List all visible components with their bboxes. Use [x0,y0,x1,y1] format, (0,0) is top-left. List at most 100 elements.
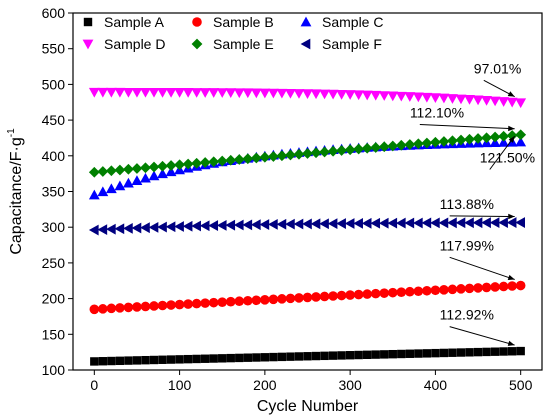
data-point [370,288,381,299]
annotation-arrowhead [507,340,515,346]
annotation-arrow-line [449,256,515,281]
annotation-arrow-line [489,135,516,170]
data-point [336,89,348,100]
annotation-arrow-line [449,215,515,218]
legend-item-sample-e: Sample E [191,36,274,52]
data-point [293,218,304,230]
data-point [140,87,151,98]
data-point [447,94,458,104]
data-point [439,348,449,358]
data-point [293,89,305,99]
data-point [131,222,142,234]
data-point [105,165,117,177]
data-point [404,139,416,150]
data-point [481,282,492,293]
data-point [430,93,441,103]
data-point [404,217,415,229]
data-point [498,130,510,142]
data-point [140,162,151,174]
data-point [473,283,483,293]
y-tick-label: 600 [42,5,66,21]
data-point [285,218,295,230]
data-point [276,218,287,230]
data-point [455,217,466,229]
data-point [362,350,372,360]
data-point [380,350,389,359]
x-tick-label: 300 [338,377,362,393]
data-point [498,137,510,147]
legend-item-sample-d: Sample D [82,36,165,52]
data-point [148,161,160,173]
data-point [267,219,278,230]
data-point [354,350,363,360]
annotation-arrow-line [449,326,515,346]
data-point [327,145,339,157]
annotation-arrowhead [508,213,515,220]
data-point [115,356,125,366]
data-point [361,217,372,229]
data-point [370,142,382,153]
data-point [336,290,347,301]
data-point [174,299,185,310]
data-point [235,353,244,363]
data-point [362,289,372,299]
data-point [199,220,210,232]
annotations: 97.01% 112.10% 121.50% 113.88% 117.99% 112.92… [410,60,535,346]
data-point [515,136,527,147]
data-point [105,87,117,98]
data-point [498,217,508,229]
data-point [267,151,279,162]
data-point [507,281,517,291]
data-point [516,346,525,356]
data-point [225,154,237,166]
data-point [106,303,117,314]
data-point [319,146,330,158]
data-point [158,355,167,364]
data-point [123,222,133,234]
data-point [157,300,168,311]
data-point [260,353,270,362]
data-point [294,352,304,361]
data-point [131,163,143,174]
data-point [412,138,424,150]
legend-marker [300,16,312,27]
data-point [515,129,527,141]
data-point [439,285,449,295]
data-point [405,349,415,358]
data-point [216,88,228,98]
legend-marker [191,38,203,50]
data-point [490,347,500,356]
data-point [140,301,151,312]
data-point [379,288,390,298]
data-point [252,353,261,362]
data-point [310,218,321,230]
data-point [191,88,203,98]
data-point [182,220,193,232]
data-point [327,89,339,100]
data-point [319,89,330,100]
legend-label: Sample E [213,36,274,52]
legend-marker [83,17,93,27]
data-point [353,289,364,300]
data-point [310,89,322,100]
data-point [157,87,168,98]
data-point [344,90,356,100]
data-point [88,189,100,200]
data-point [115,303,125,313]
data-point [344,218,355,229]
data-point [225,219,236,231]
data-point [208,297,219,308]
data-point [481,217,491,229]
legend-label: Sample F [322,36,382,52]
data-point [132,356,142,365]
data-point [302,89,313,99]
series-sample-a [90,346,525,366]
data-point [131,175,143,185]
data-point [302,292,313,303]
data-point [481,96,492,106]
data-point [165,87,177,98]
data-point [413,286,424,297]
data-point [378,217,389,229]
data-point [140,222,150,234]
data-point [260,294,270,305]
